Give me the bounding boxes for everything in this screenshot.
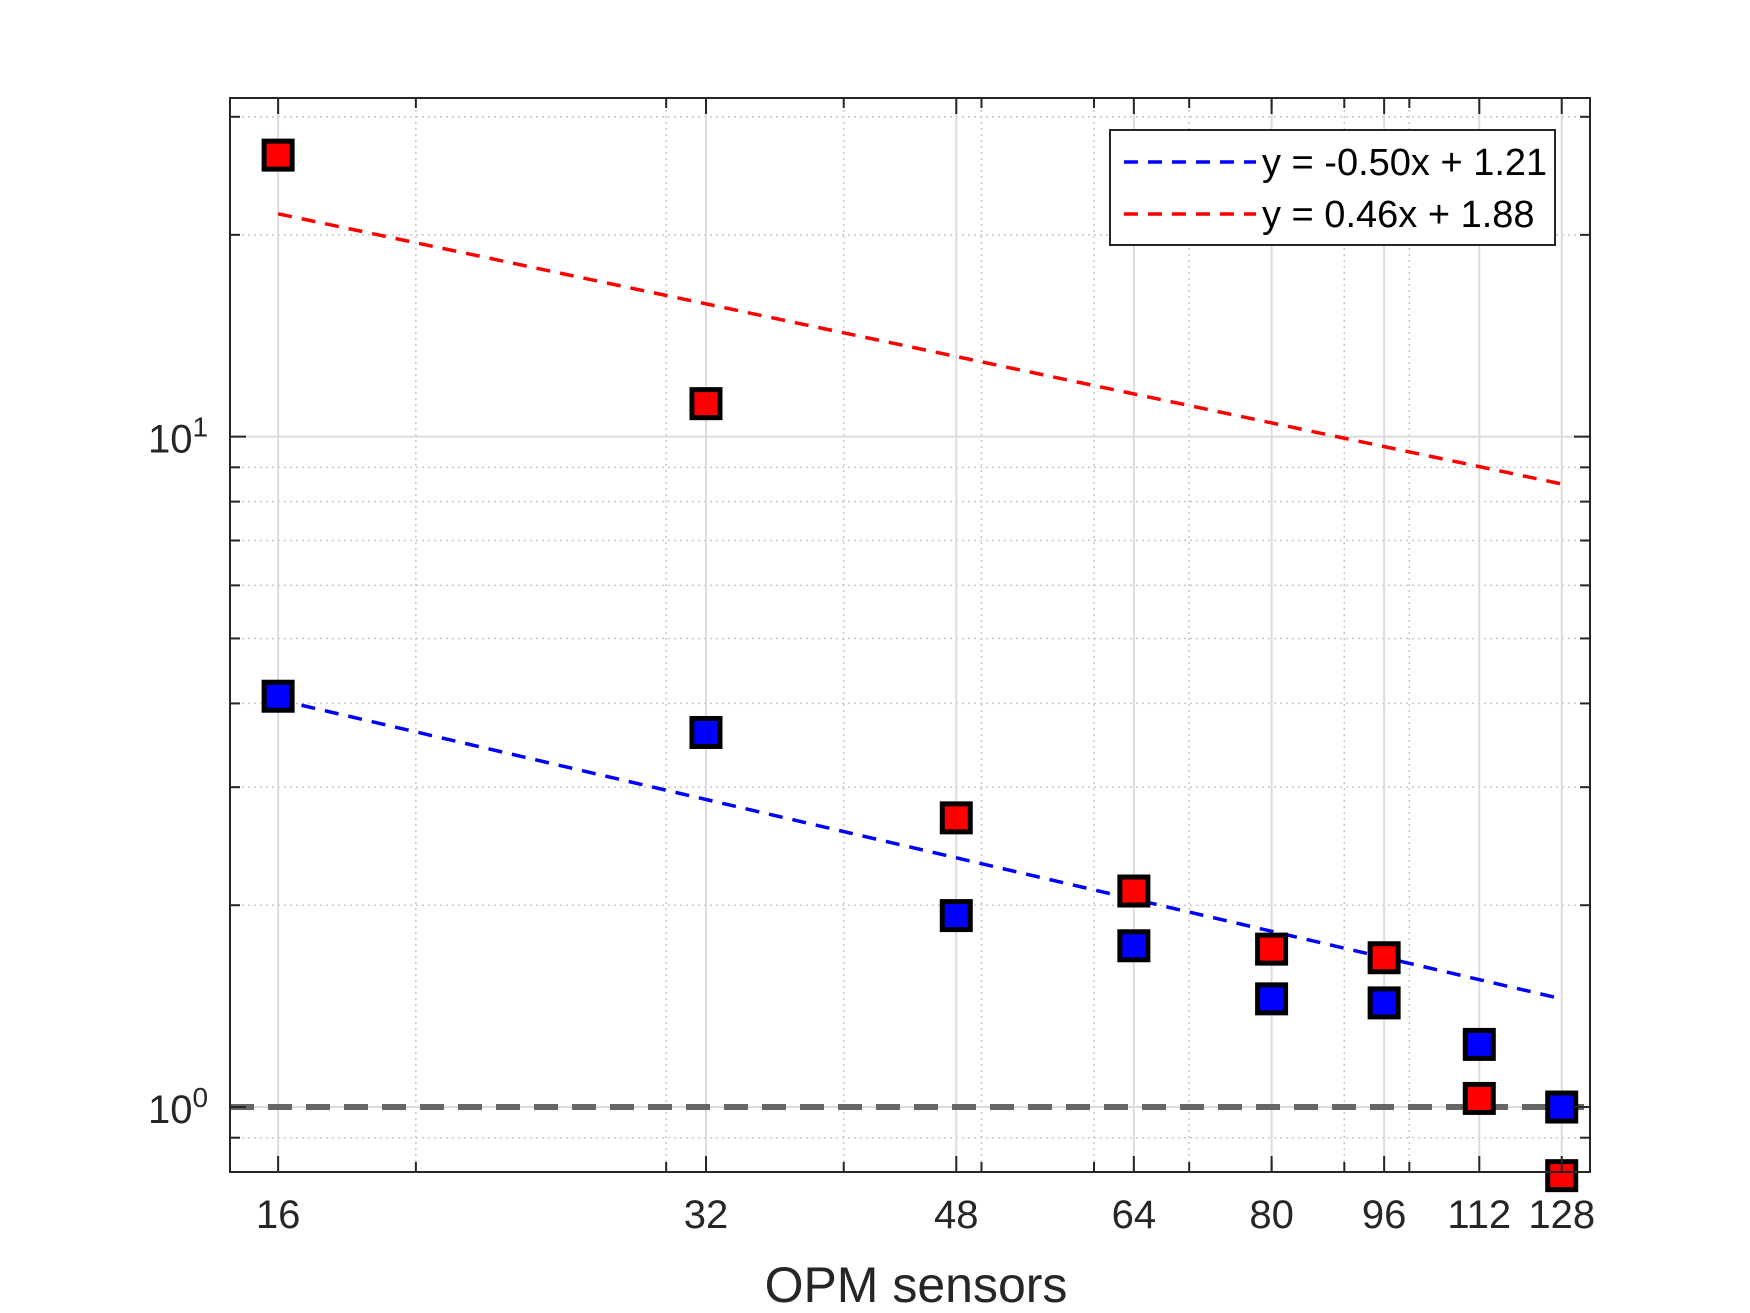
x-axis-label: OPM sensors	[765, 1257, 1068, 1313]
data-point-series-1	[1367, 986, 1401, 1020]
y-tick-label: 100	[148, 1082, 208, 1132]
data-point-series-2	[1255, 932, 1289, 966]
data-point-series-1	[1117, 929, 1151, 963]
data-point-series-2	[939, 801, 973, 835]
legend: y = -0.50x + 1.21 y = 0.46x + 1.88	[1109, 129, 1556, 246]
legend-label-2: y = 0.46x + 1.88	[1262, 194, 1535, 236]
x-tick-labels: 16 32 48 64 80 96 112 128	[256, 1193, 1595, 1237]
x-tick-label: 48	[934, 1193, 979, 1237]
x-tick-label: 16	[256, 1193, 301, 1237]
minor-grid	[230, 98, 1590, 1172]
data-point-series-1	[1545, 1090, 1579, 1124]
x-tick-label: 32	[684, 1193, 729, 1237]
legend-label-1: y = -0.50x + 1.21	[1262, 142, 1547, 184]
data-point-series-2	[261, 138, 295, 172]
x-tick-label: 96	[1362, 1193, 1407, 1237]
data-point-series-1	[689, 715, 723, 749]
fit-line-1	[277, 698, 1563, 1001]
plot-area	[230, 98, 1590, 1172]
y-tick-label: 101	[148, 412, 208, 462]
data-point-series-1	[1255, 982, 1289, 1016]
data-points	[261, 138, 1579, 1193]
data-point-series-2	[1117, 874, 1151, 908]
fit-lines	[277, 212, 1563, 1001]
y-tick-labels: 100 101	[148, 412, 208, 1132]
data-point-series-2	[1462, 1081, 1496, 1115]
data-point-series-2	[1367, 941, 1401, 975]
data-point-series-1	[939, 899, 973, 933]
x-tick-label: 112	[1447, 1193, 1511, 1237]
axes-box	[229, 97, 1591, 1173]
data-point-series-1	[1462, 1027, 1496, 1061]
x-tick-label: 80	[1249, 1193, 1294, 1237]
tick-marks	[230, 98, 1590, 1172]
fit-line-2	[277, 212, 1563, 486]
x-tick-label: 128	[1528, 1193, 1595, 1237]
data-point-series-1	[261, 679, 295, 713]
legend-box	[1109, 129, 1556, 246]
data-point-series-2	[689, 387, 723, 421]
x-tick-label: 64	[1112, 1193, 1157, 1237]
